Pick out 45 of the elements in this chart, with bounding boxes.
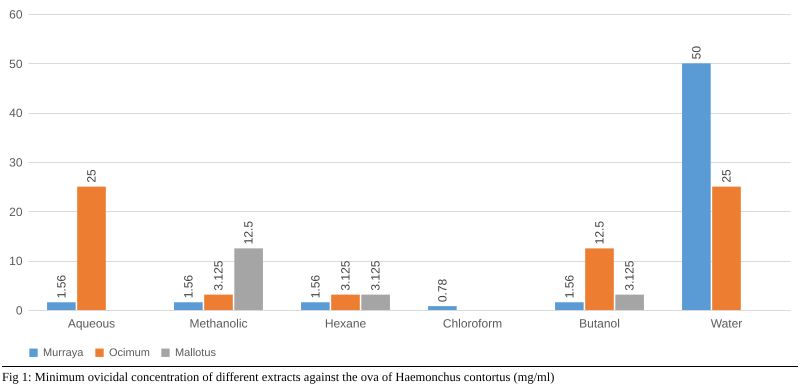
data-label: 1.56	[308, 274, 322, 298]
x-tick-label: Water	[710, 316, 742, 330]
y-tick-label: 60	[9, 8, 23, 22]
data-label: 12.5	[242, 220, 256, 244]
x-tick-label: Aqueous	[68, 316, 116, 330]
bar	[331, 294, 360, 310]
data-label: 25	[84, 168, 98, 183]
bar	[301, 302, 330, 310]
data-label: 0.78	[435, 278, 450, 302]
legend-label: Murraya	[43, 346, 84, 359]
x-tick-label: Chloroform	[442, 316, 502, 330]
y-tick-label: 0	[16, 304, 23, 318]
bar	[615, 294, 644, 310]
data-label: 3.125	[338, 260, 352, 291]
bar	[555, 302, 584, 310]
y-tick-label: 20	[9, 204, 23, 219]
x-tick-label: Hexane	[324, 316, 366, 330]
bar	[174, 302, 203, 310]
data-label: 1.56	[181, 274, 196, 298]
legend-label: Ocimum	[109, 346, 150, 359]
legend-label: Mallotus	[175, 346, 216, 359]
data-label: 1.56	[54, 274, 68, 298]
data-label: 12.5	[592, 220, 606, 244]
bar	[361, 294, 390, 310]
data-label: 25	[720, 168, 734, 183]
bar	[682, 63, 711, 310]
data-label: 50	[689, 46, 704, 60]
bar	[47, 302, 76, 310]
bar	[428, 306, 457, 310]
data-label: 3.125	[622, 260, 637, 291]
bar	[77, 186, 106, 310]
x-tick-label: Methanolic	[189, 316, 248, 330]
y-tick-label: 40	[9, 106, 23, 120]
x-tick-label: Butanol	[579, 316, 620, 330]
bar	[234, 248, 263, 310]
y-tick-label: 30	[9, 156, 23, 170]
bar	[204, 294, 233, 310]
data-label: 1.56	[562, 274, 576, 298]
data-label: 3.125	[212, 260, 226, 291]
data-label: 3.125	[368, 260, 383, 291]
caption: Fig 1: Minimum ovicidal concentration of different extracts against the ova of Haemonchus contortus (mg/ml)	[2, 366, 798, 385]
bar	[585, 248, 614, 310]
y-tick-label: 50	[9, 56, 23, 71]
bar	[712, 186, 741, 310]
y-tick-label: 10	[9, 254, 23, 268]
